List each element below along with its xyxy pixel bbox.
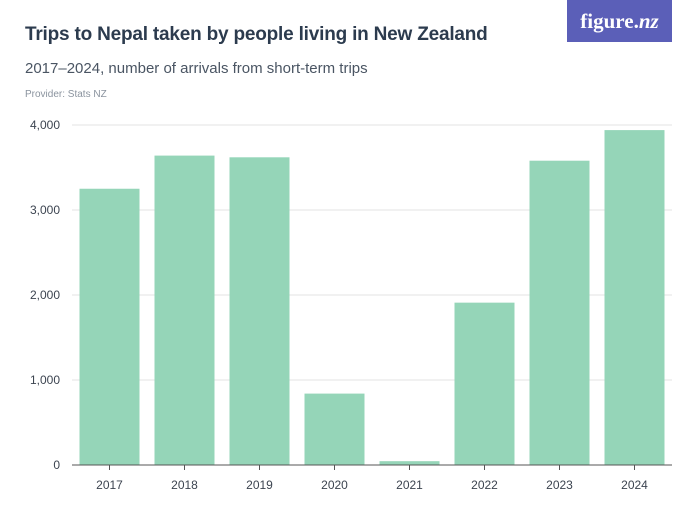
y-tick-label: 3,000: [30, 203, 60, 217]
axes: [72, 464, 672, 470]
y-tick-label: 0: [53, 458, 60, 472]
bar-2023[interactable]: [529, 160, 590, 465]
bar-2018[interactable]: [154, 155, 215, 465]
y-tick-label: 4,000: [30, 118, 60, 132]
chart-subtitle: 2017–2024, number of arrivals from short…: [25, 60, 368, 77]
logo-suffix: nz: [638, 8, 659, 33]
x-tick-label: 2022: [471, 478, 498, 492]
x-tick-labels: 2017 2018 2019 2020 2021 2022 2023 2024: [96, 478, 648, 492]
x-tick-label: 2024: [621, 478, 648, 492]
provider-label: Provider: Stats NZ: [25, 89, 107, 100]
y-tick-label: 1,000: [30, 373, 60, 387]
x-tick-label: 2023: [546, 478, 573, 492]
x-tick-label: 2019: [246, 478, 273, 492]
y-tick-label: 2,000: [30, 288, 60, 302]
chart-title: Trips to Nepal taken by people living in…: [25, 24, 488, 45]
bar-2022[interactable]: [454, 302, 515, 465]
logo-text: figure.: [580, 8, 639, 33]
x-tick-label: 2017: [96, 478, 123, 492]
bar-2024[interactable]: [604, 130, 665, 465]
bars: [79, 130, 665, 466]
y-tick-labels: 0 1,000 2,000 3,000 4,000: [30, 118, 60, 472]
bar-2017[interactable]: [79, 188, 140, 465]
figure-nz-logo[interactable]: figure. nz: [567, 0, 672, 42]
x-tick-label: 2021: [396, 478, 423, 492]
x-tick-label: 2020: [321, 478, 348, 492]
x-tick-label: 2018: [171, 478, 198, 492]
bar-2019[interactable]: [229, 157, 290, 466]
bar-2020[interactable]: [304, 393, 365, 465]
bar-2021[interactable]: [379, 461, 440, 465]
